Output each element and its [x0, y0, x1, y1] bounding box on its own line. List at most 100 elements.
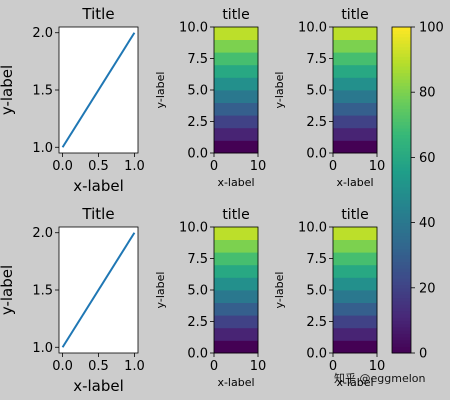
- y-tick-label: 1.0: [32, 341, 53, 356]
- heatmap-cell: [355, 102, 378, 116]
- colorbar-segment: [392, 343, 411, 347]
- colorbar-segment: [392, 27, 411, 31]
- colorbar-segment: [392, 294, 411, 299]
- colorbar-segment: [392, 274, 411, 279]
- heatmap-cell: [333, 127, 356, 141]
- heatmap-cell: [214, 327, 237, 341]
- x-tick-label: 0.5: [88, 159, 109, 174]
- heatmap-cell: [236, 27, 259, 40]
- heatmap-cell: [236, 115, 259, 129]
- heatmap-cell: [355, 27, 378, 40]
- subplot-title: Title: [81, 205, 114, 223]
- heatmap-cell: [333, 140, 356, 154]
- colorbar-segment: [392, 59, 411, 64]
- y-tick-label: 2.0: [32, 26, 53, 41]
- heatmap-cell: [214, 127, 237, 141]
- heatmap-cell: [236, 64, 259, 78]
- colorbar-segment: [392, 261, 411, 266]
- colorbar-segment: [392, 212, 411, 217]
- colorbar-segment: [392, 219, 411, 224]
- heatmap-cell: [333, 277, 356, 291]
- colorbar-segment: [392, 137, 411, 142]
- heatmap-cell: [214, 264, 237, 278]
- heatmap-cell: [214, 52, 237, 66]
- x-axis-label: x-label: [73, 177, 124, 195]
- heatmap-cell: [355, 315, 378, 329]
- heatmap-cell: [236, 327, 259, 341]
- heatmap-cell: [355, 277, 378, 291]
- subplot-title: title: [222, 7, 249, 23]
- y-tick-label: 0.0: [187, 147, 208, 162]
- y-tick-label: 5.0: [187, 284, 208, 299]
- colorbar-segment: [392, 190, 411, 194]
- y-tick-label: 5.0: [306, 84, 327, 99]
- colorbar-tick-label: 60: [419, 151, 436, 166]
- colorbar-segment: [392, 43, 411, 48]
- colorbar-segment: [392, 30, 411, 35]
- colorbar-segment: [392, 154, 411, 158]
- colorbar-segment: [392, 95, 411, 100]
- colorbar-segment: [392, 209, 411, 214]
- x-axis-label: x-label: [336, 176, 373, 189]
- y-tick-label: 2.5: [306, 115, 327, 130]
- heatmap-cell: [214, 239, 237, 253]
- heatmap-cell: [236, 315, 259, 329]
- heatmap-cell: [214, 277, 237, 291]
- y-tick-label: 10.0: [179, 21, 208, 36]
- x-tick-label: 10: [250, 359, 267, 374]
- heatmap-cell: [333, 77, 356, 91]
- heatmap-cell: [333, 90, 356, 103]
- heatmap-cell: [355, 227, 378, 240]
- x-tick-label: 0.0: [52, 159, 73, 174]
- colorbar-segment: [392, 330, 411, 334]
- colorbar-segment: [392, 320, 411, 325]
- colorbar-segment: [392, 323, 411, 328]
- colorbar-segment: [392, 121, 411, 126]
- colorbar-segment: [392, 163, 411, 168]
- heatmap-cell: [214, 102, 237, 116]
- heatmap-cell: [214, 115, 237, 129]
- x-tick-label: 0: [329, 159, 337, 174]
- y-axis-label: y-label: [154, 72, 167, 109]
- colorbar-segment: [392, 287, 411, 292]
- colorbar-segment: [392, 33, 411, 38]
- colorbar-segment: [392, 147, 411, 152]
- colorbar-segment: [392, 180, 411, 184]
- colorbar-segment: [392, 248, 411, 253]
- colorbar-segment: [392, 196, 411, 201]
- heatmap-cell: [355, 290, 378, 303]
- heatmap-cell: [333, 52, 356, 66]
- colorbar-segment: [392, 199, 411, 204]
- heatmap-cell: [236, 290, 259, 303]
- heatmap-cell: [333, 302, 356, 316]
- colorbar-segment: [392, 72, 411, 77]
- x-tick-label: 10: [369, 159, 386, 174]
- heatmap-cell: [355, 239, 378, 253]
- heatmap-cell: [236, 252, 259, 266]
- heatmap-cell: [236, 277, 259, 291]
- colorbar-segment: [392, 235, 411, 240]
- y-tick-label: 0.0: [306, 347, 327, 362]
- y-tick-label: 10.0: [298, 221, 327, 236]
- heatmap-cell: [355, 327, 378, 341]
- colorbar-segment: [392, 124, 411, 129]
- top-left-subplot: 0.0 0.5 1.0 1.0 1.5 2.0 Title x-label y-label: [0, 5, 145, 195]
- colorbar-segment: [392, 56, 411, 61]
- colorbar-segment: [392, 238, 411, 243]
- colorbar-segment: [392, 264, 411, 269]
- colorbar-tick-label: 20: [419, 281, 436, 296]
- y-tick-label: 0.0: [306, 147, 327, 162]
- colorbar-segment: [392, 193, 411, 198]
- heatmap-cell: [214, 315, 237, 329]
- colorbar-segment: [392, 297, 411, 302]
- colorbar-segment: [392, 134, 411, 139]
- heatmap-cell: [333, 264, 356, 278]
- y-axis-label: y-label: [273, 72, 286, 109]
- bottom-left-subplot: 0.0 0.5 1.0 1.0 1.5 2.0 Title x-label y-label: [0, 205, 145, 395]
- colorbar-segment: [392, 167, 411, 171]
- colorbar-segment: [392, 258, 411, 263]
- series-line: [61, 32, 136, 148]
- heatmap-cell: [355, 302, 378, 316]
- heatmap-cell: [236, 90, 259, 103]
